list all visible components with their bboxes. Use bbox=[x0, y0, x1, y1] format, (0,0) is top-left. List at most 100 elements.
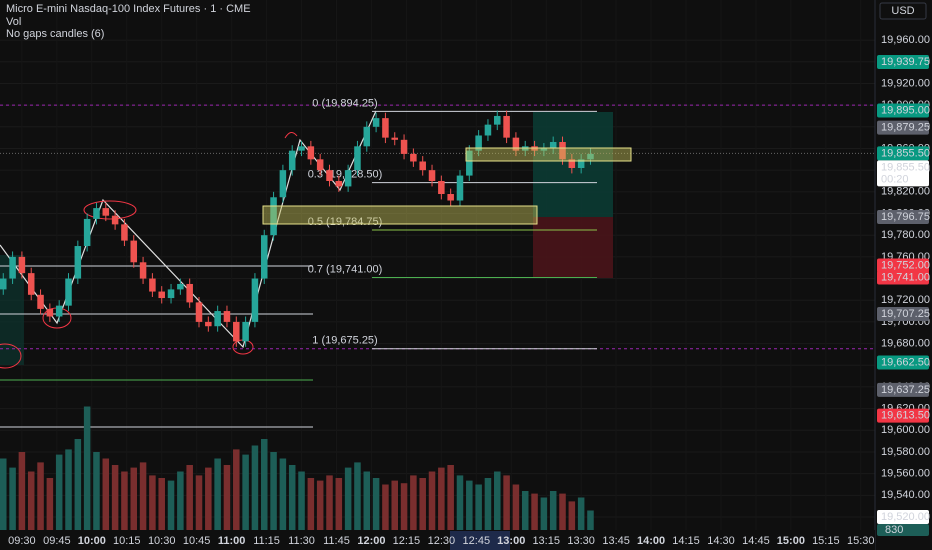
candle-body bbox=[205, 321, 212, 327]
price-tag-label: 19,895.00 bbox=[881, 104, 930, 116]
volume-bar bbox=[410, 475, 417, 530]
price-tag bbox=[877, 258, 929, 273]
volume-bar bbox=[270, 452, 277, 530]
x-tick-label: 13:15 bbox=[532, 535, 560, 547]
price-tag bbox=[877, 408, 929, 423]
volume-bar bbox=[214, 458, 221, 530]
volume-bar bbox=[521, 491, 529, 530]
price-tag bbox=[877, 103, 929, 118]
volume-bar bbox=[391, 480, 399, 530]
volume-bar bbox=[9, 467, 16, 530]
candle-body bbox=[419, 161, 426, 171]
candle-body bbox=[316, 159, 324, 171]
fib-label: 1 (19,675.25) bbox=[312, 335, 377, 347]
price-tag-label: 19,796.75 bbox=[881, 211, 930, 223]
candle-body bbox=[466, 150, 473, 176]
candle-body bbox=[65, 278, 72, 306]
fib-label: 0 (19,894.25) bbox=[312, 97, 377, 109]
volume-bar bbox=[18, 452, 26, 530]
currency-button[interactable] bbox=[879, 2, 927, 20]
volume-bar bbox=[298, 471, 305, 530]
chart-title: Micro E-mini Nasdaq-100 Index Futures · … bbox=[6, 3, 251, 15]
x-tick-label: 12:45 bbox=[463, 535, 491, 547]
candle-body bbox=[260, 235, 268, 279]
volume-bar bbox=[242, 454, 249, 530]
x-tick-label: 14:15 bbox=[672, 535, 700, 547]
price-axis: USD 19,520.00 19,540.00 19,560.00 19,580.00… bbox=[874, 0, 932, 550]
candle-body bbox=[540, 148, 548, 151]
x-tick-label: 11:45 bbox=[323, 535, 350, 547]
candle-body bbox=[139, 262, 147, 279]
volume-bar bbox=[177, 471, 184, 530]
x-tick-label: 12:30 bbox=[428, 535, 456, 547]
x-tick-label: 15:00 bbox=[777, 535, 805, 547]
x-tick-label: 13:45 bbox=[602, 535, 630, 547]
y-tick-label: 19,680.00 bbox=[881, 337, 930, 349]
volume-bar bbox=[186, 465, 193, 530]
candle-body bbox=[74, 246, 82, 279]
zigzag bbox=[0, 110, 377, 349]
candle-body bbox=[307, 146, 315, 160]
candle-body bbox=[9, 256, 16, 279]
candle-body bbox=[158, 291, 165, 299]
price-tag-label: 19,741.00 bbox=[881, 271, 930, 283]
candle-body bbox=[587, 153, 594, 160]
pivot-circle bbox=[83, 200, 137, 220]
volume-bar bbox=[531, 493, 538, 530]
y-tick-label: 19,580.00 bbox=[881, 446, 930, 458]
volume-bar bbox=[260, 439, 268, 530]
candle-body bbox=[326, 170, 333, 182]
x-tick-label: 10:00 bbox=[78, 535, 106, 547]
candle-body bbox=[559, 141, 566, 160]
volume-bar bbox=[447, 465, 454, 530]
price-tag-label: 19,855.50 bbox=[881, 147, 930, 159]
candle-body bbox=[270, 197, 277, 236]
volume-bar bbox=[111, 465, 119, 530]
volume-bar bbox=[195, 475, 203, 530]
volume-tag bbox=[877, 524, 929, 536]
volume-bar bbox=[55, 454, 63, 530]
candle-body bbox=[279, 170, 287, 198]
candle-body bbox=[503, 115, 510, 138]
supply-zone bbox=[262, 205, 538, 225]
price-tag bbox=[877, 55, 929, 70]
y-tick-label: 19,820.00 bbox=[881, 186, 930, 198]
candle-body bbox=[382, 118, 389, 138]
candle-body bbox=[214, 311, 221, 327]
candle-body bbox=[363, 126, 371, 147]
price-tag bbox=[877, 270, 929, 285]
candle-body bbox=[0, 278, 7, 290]
volume-bar bbox=[326, 475, 333, 530]
candle-body bbox=[130, 240, 138, 263]
x-tick-label: 14:30 bbox=[707, 535, 735, 547]
price-tag-label: 19,520.00 bbox=[881, 511, 930, 523]
volume-bar bbox=[466, 480, 473, 530]
price-tag bbox=[877, 355, 929, 370]
grid bbox=[0, 39, 875, 518]
volume-bar bbox=[37, 462, 44, 530]
volume-bar bbox=[83, 406, 91, 530]
pivot-mark bbox=[284, 132, 298, 139]
price-tag-label: 19,662.50 bbox=[881, 356, 930, 368]
x-tick-label: 11:15 bbox=[253, 535, 280, 547]
volume-bar bbox=[363, 471, 371, 530]
x-tick-label: 13:00 bbox=[497, 535, 525, 547]
last-price-tag bbox=[877, 160, 929, 187]
y-tick-label: 19,600.00 bbox=[881, 424, 930, 436]
x-tick-label: 12:15 bbox=[393, 535, 421, 547]
candle-body bbox=[251, 278, 259, 322]
candle-body bbox=[456, 175, 464, 201]
x-tick-label: 14:00 bbox=[637, 535, 665, 547]
candle-body bbox=[344, 170, 352, 187]
time-axis-bg bbox=[0, 530, 875, 550]
candle-body bbox=[177, 283, 184, 290]
candle-body bbox=[475, 135, 482, 151]
candle-body bbox=[167, 289, 175, 299]
pivot-circle bbox=[0, 343, 22, 369]
currency[interactable]: USD bbox=[891, 5, 914, 17]
candle-body bbox=[223, 311, 231, 322]
candle-body bbox=[83, 218, 91, 247]
price-tag-label: 19,939.75 bbox=[881, 56, 930, 68]
